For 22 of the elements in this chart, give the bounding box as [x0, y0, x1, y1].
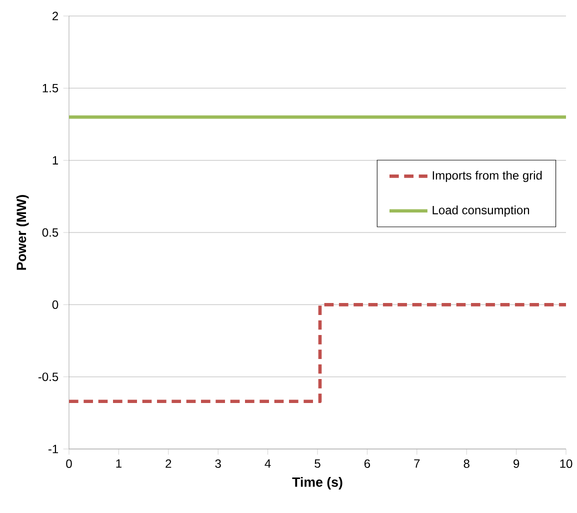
legend-label: Imports from the grid [432, 170, 542, 182]
x-tick-label: 3 [215, 459, 221, 468]
x-tick-label: 5 [314, 459, 320, 468]
x-axis-title: Time (s) [292, 477, 342, 490]
y-tick-label: 2 [52, 12, 58, 20]
x-tick-label: 10 [560, 459, 572, 468]
y-tick-label: 0 [52, 300, 58, 309]
legend-label: Load consumption [432, 206, 530, 217]
y-axis-title: Power (MW) [16, 195, 29, 270]
y-tick-label: 0.5 [42, 228, 58, 237]
x-tick-label: 2 [166, 459, 172, 468]
x-tick-label: 0 [66, 459, 72, 468]
y-tick-label: 1 [52, 156, 58, 164]
x-tick-label: 8 [464, 459, 470, 468]
x-tick-label: 4 [264, 459, 271, 468]
y-tick-label: -0.5 [38, 372, 58, 382]
x-tick-label: 1 [116, 459, 122, 468]
x-tick-label: 6 [364, 459, 370, 468]
y-tick-label: 1.5 [42, 84, 58, 92]
y-tick-label: -1 [48, 444, 58, 454]
x-tick-label: 9 [514, 459, 520, 468]
x-tick-label: 7 [414, 459, 420, 468]
